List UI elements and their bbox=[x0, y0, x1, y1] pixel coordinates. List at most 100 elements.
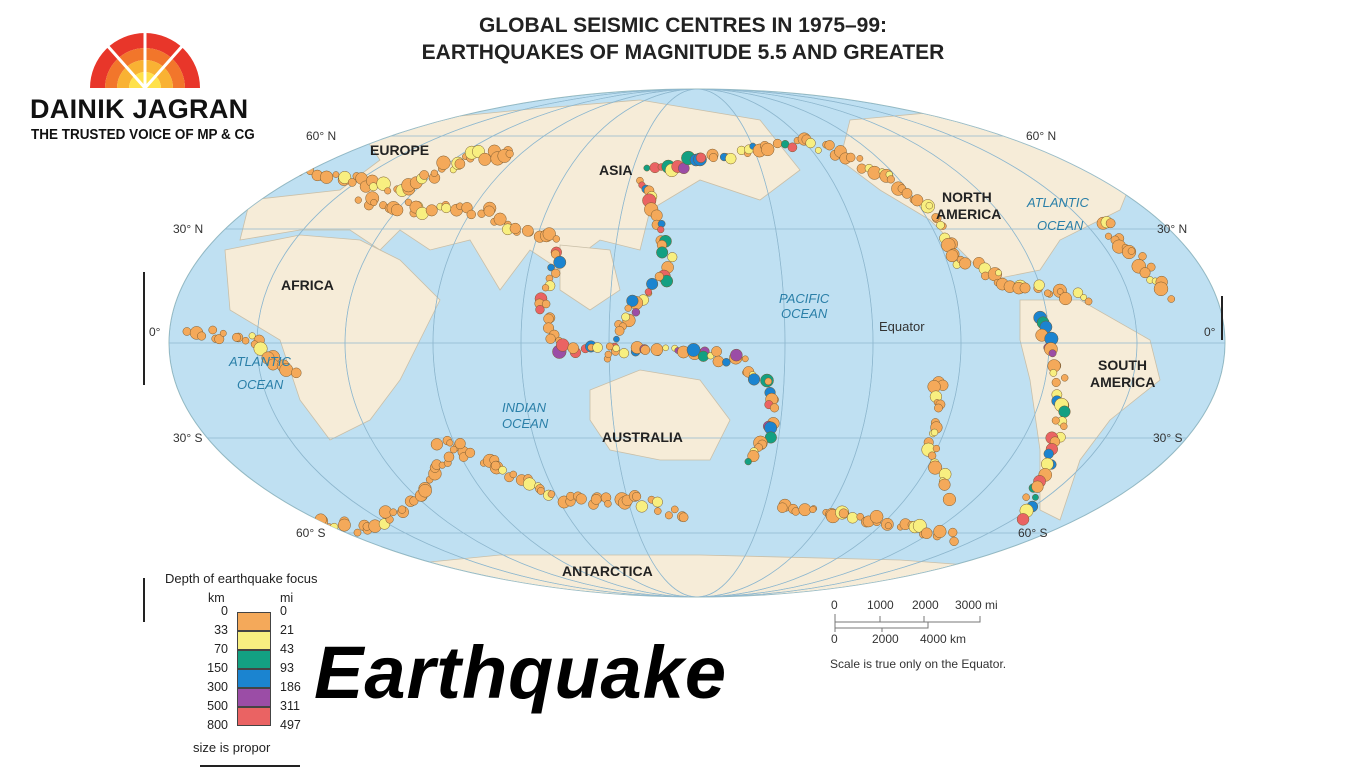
logo-name: DAINIK JAGRAN bbox=[30, 94, 249, 124]
earthquake-dot bbox=[901, 188, 913, 199]
label-atlantic-e-1: ATLANTIC bbox=[1026, 195, 1089, 210]
lat-60n-right: 60° N bbox=[1026, 129, 1056, 143]
earthquake-dot bbox=[618, 348, 630, 359]
earthquake-dot bbox=[1019, 282, 1031, 294]
lat-30n-left: 30° N bbox=[173, 222, 203, 236]
earthquake-dot bbox=[389, 508, 398, 516]
earthquake-dot bbox=[741, 355, 749, 363]
earthquake-dot bbox=[1061, 374, 1069, 382]
legend-km-value: 0 bbox=[221, 604, 228, 618]
earthquake-dot bbox=[945, 249, 959, 263]
earthquake-dot bbox=[430, 438, 443, 451]
label-europe: EUROPE bbox=[370, 142, 429, 158]
earthquake-dot bbox=[725, 152, 737, 165]
label-pacific-1: PACIFIC bbox=[779, 291, 830, 306]
earthquake-dot bbox=[824, 140, 835, 151]
earthquake-dot bbox=[949, 536, 959, 547]
earthquake-dot bbox=[541, 284, 550, 292]
earthquake-dot bbox=[838, 508, 849, 519]
earthquake-dot bbox=[791, 507, 800, 516]
earthquake-dot bbox=[1138, 252, 1147, 261]
legend-swatch bbox=[237, 650, 271, 669]
earthquake-dot bbox=[1105, 232, 1112, 240]
earthquake-dot bbox=[856, 513, 864, 521]
earthquake-dot bbox=[253, 341, 268, 356]
scale-km-2000: 2000 bbox=[872, 632, 899, 646]
lat-60n-left: 60° N bbox=[306, 129, 336, 143]
earthquake-dot bbox=[612, 344, 620, 352]
earthquake-dot bbox=[370, 199, 378, 207]
earthquake-dot bbox=[656, 246, 669, 259]
earthquake-dot bbox=[509, 222, 521, 235]
earthquake-dot bbox=[542, 227, 556, 241]
earthquake-dot bbox=[959, 257, 972, 270]
earthquake-dot bbox=[930, 428, 939, 437]
map-title: GLOBAL SEISMIC CENTRES IN 1975–99: EARTHQ… bbox=[300, 12, 1066, 66]
scale-mi-3000: 3000 mi bbox=[955, 598, 998, 612]
earthquake-dot bbox=[921, 527, 933, 539]
earthquake-dot bbox=[590, 494, 602, 505]
scale-note: Scale is true only on the Equator. bbox=[830, 657, 1007, 671]
earthquake-dot bbox=[522, 225, 534, 237]
legend-mi-value: 497 bbox=[280, 718, 301, 732]
earthquake-dot bbox=[927, 451, 937, 460]
earthquake-dot bbox=[884, 522, 892, 530]
earthquake-dot bbox=[769, 403, 780, 413]
earthquake-dot bbox=[1022, 493, 1030, 501]
earthquake-dot bbox=[604, 500, 612, 508]
scale-mi-1000: 1000 bbox=[867, 598, 894, 612]
earthquake-dot bbox=[376, 176, 391, 191]
earthquake-dot bbox=[1043, 448, 1054, 459]
earthquake-dot bbox=[938, 478, 951, 491]
earthquake-dot bbox=[747, 373, 761, 386]
earthquake-dot bbox=[662, 344, 669, 352]
legend-swatch bbox=[237, 688, 271, 707]
earthquake-dot bbox=[1080, 294, 1088, 301]
earthquake-dot bbox=[650, 343, 664, 356]
logo-sunrise-icon bbox=[90, 28, 200, 90]
legend-mi-value: 311 bbox=[280, 699, 300, 713]
lat-60s-right: 60° S bbox=[1018, 526, 1047, 540]
earthquake-dot bbox=[397, 505, 407, 514]
earthquake-dot bbox=[535, 304, 545, 315]
earthquake-dot bbox=[214, 334, 225, 345]
earthquake-dot bbox=[643, 164, 651, 172]
earthquake-dot bbox=[798, 503, 812, 517]
legend-mi-value: 186 bbox=[280, 680, 301, 694]
earthquake-dot bbox=[454, 158, 466, 170]
earthquake-dot bbox=[449, 445, 458, 454]
earthquake-dot bbox=[777, 502, 788, 513]
scale-mi-0: 0 bbox=[831, 598, 838, 612]
earthquake-dot bbox=[436, 155, 451, 170]
legend-mi-value: 43 bbox=[280, 642, 294, 656]
earthquake-dot bbox=[654, 271, 664, 282]
legend-km-value: 70 bbox=[214, 642, 228, 656]
earthquake-dot bbox=[1032, 493, 1039, 501]
earthquake-dot bbox=[650, 209, 663, 222]
earthquake-dot bbox=[660, 274, 674, 288]
earthquake-dots bbox=[182, 132, 1176, 547]
legend-km-label: km bbox=[208, 591, 225, 605]
earthquake-dot bbox=[631, 308, 641, 317]
earthquake-dot bbox=[697, 350, 709, 362]
earthquake-dot bbox=[1048, 349, 1057, 358]
earthquake-dot bbox=[626, 294, 639, 307]
earthquake-dot bbox=[1167, 295, 1176, 303]
earthquake-dot bbox=[547, 490, 556, 498]
label-north-america-1: NORTH bbox=[942, 189, 992, 205]
earthquake-dot bbox=[869, 510, 884, 524]
earthquake-dot bbox=[543, 313, 554, 324]
earthquake-dot bbox=[490, 460, 501, 471]
earthquake-dot bbox=[711, 346, 722, 357]
legend-swatch bbox=[237, 669, 271, 688]
earthquake-dot bbox=[197, 331, 207, 341]
earthquake-dot bbox=[646, 277, 659, 290]
earthquake-dot bbox=[640, 345, 651, 355]
lat-60s-left: 60° S bbox=[296, 526, 325, 540]
scale-km-0: 0 bbox=[831, 632, 838, 646]
earthquake-dot bbox=[232, 332, 241, 342]
legend-swatch bbox=[237, 612, 271, 631]
label-indian-1: INDIAN bbox=[502, 400, 547, 415]
legend-title: Depth of earthquake focus bbox=[165, 571, 318, 586]
